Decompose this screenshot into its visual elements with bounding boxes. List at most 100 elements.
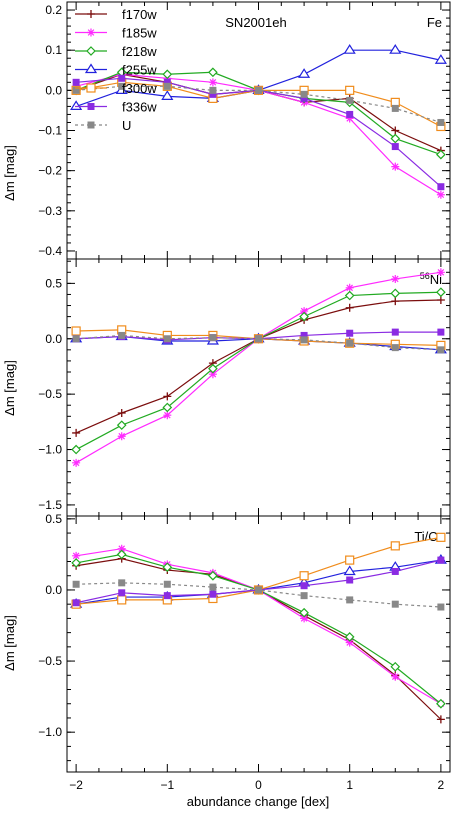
legend-marker [86, 83, 96, 93]
data-point [208, 67, 218, 78]
y-axis-label: Δm [mag] [2, 145, 17, 201]
data-point [118, 74, 126, 82]
data-point [346, 96, 354, 104]
y-tick-label: 0.1 [45, 43, 62, 57]
series-line [75, 271, 441, 464]
legend-label: f218w [122, 44, 157, 59]
data-point [391, 672, 400, 681]
data-point [436, 295, 445, 304]
data-point [72, 599, 80, 607]
panel-3: 0.5 0.0 −0.5 −1.0 −2 −1 0 1 2 Δm [mag] Ti/Cr [2, 512, 451, 792]
series-f336w [72, 556, 445, 607]
data-point [437, 346, 445, 354]
data-point [116, 549, 127, 560]
data-point [161, 90, 174, 100]
series-f185w [72, 544, 445, 708]
data-point [209, 590, 217, 598]
data-point [391, 104, 399, 112]
data-point [434, 54, 447, 64]
legend-marker [87, 121, 95, 129]
data-point [118, 589, 126, 597]
plot-frame [66, 258, 451, 517]
y-tick-label: −0.5 [38, 387, 62, 401]
data-point [300, 331, 308, 339]
data-point [70, 100, 83, 111]
data-point [345, 85, 355, 95]
y-tick-label: −1.0 [38, 443, 62, 457]
data-point [346, 110, 354, 118]
data-point [117, 432, 126, 441]
legend-marker [86, 46, 96, 56]
data-point [436, 149, 446, 160]
data-point [300, 614, 309, 623]
legend-marker [87, 10, 95, 18]
element-label: 56Ni [420, 271, 442, 287]
data-point [298, 68, 311, 78]
panel-1: 0.2 0.1 0.0 −0.1 −0.2 −0.3 −0.4 Δm [mag] Fe SN200… [2, 1, 451, 260]
legend-item-u: U [75, 118, 131, 133]
data-point [391, 344, 399, 352]
data-point [117, 544, 126, 553]
x-tick-label: −1 [160, 778, 174, 792]
y-axis-label: Δm [mag] [2, 360, 17, 416]
legend-item-f255w: f255w [75, 63, 157, 78]
data-point [72, 86, 80, 94]
series-line [76, 553, 442, 705]
x-tick-label: 1 [346, 778, 353, 792]
x-tick-label: −2 [69, 778, 83, 792]
y-tick-label: −0.2 [38, 164, 62, 178]
data-point [300, 592, 308, 600]
y-tick-label: 0.0 [45, 332, 62, 346]
data-point [390, 133, 401, 144]
data-point [346, 329, 354, 337]
data-point [391, 600, 399, 608]
data-point [345, 303, 354, 312]
data-point [390, 661, 401, 672]
data-point [163, 335, 171, 343]
data-point [300, 94, 308, 102]
data-point [437, 118, 445, 126]
data-point [437, 556, 445, 564]
data-point [208, 570, 218, 581]
data-point [255, 335, 262, 343]
data-point [117, 595, 127, 605]
data-point [72, 78, 80, 86]
data-point [163, 411, 172, 420]
panel-2: 0.5 0.0 −0.5 −1.0 −1.5 Δm [mag] 56Ni [2, 258, 451, 517]
data-point [71, 326, 81, 336]
legend-label: f185w [122, 26, 157, 41]
data-point [437, 328, 445, 336]
data-point [436, 287, 446, 298]
data-point [118, 331, 126, 339]
data-point [209, 86, 217, 94]
data-point [299, 607, 309, 618]
x-axis-label: abundance change [dex] [187, 794, 329, 809]
data-point [391, 297, 400, 306]
data-point [162, 69, 173, 80]
data-point [436, 190, 445, 199]
series-line [76, 548, 442, 705]
data-point [162, 402, 173, 413]
data-point [344, 632, 355, 642]
legend-marker [84, 63, 98, 74]
series-f218w [71, 287, 446, 455]
data-point [344, 290, 355, 301]
series-u [72, 331, 445, 354]
data-point [389, 44, 402, 54]
data-point [346, 339, 354, 347]
data-point [163, 580, 171, 588]
legend-label: f255w [122, 63, 157, 78]
legend-item-f185w: f185w [75, 26, 157, 41]
series-u [72, 82, 445, 126]
series-line [76, 559, 441, 605]
data-point [163, 592, 171, 600]
data-point [346, 596, 354, 604]
data-point [391, 274, 400, 283]
data-point [390, 288, 401, 299]
legend-marker [87, 103, 95, 110]
data-point [300, 582, 308, 590]
data-point [436, 715, 445, 724]
data-point [343, 565, 356, 576]
series-f185w [72, 268, 445, 467]
